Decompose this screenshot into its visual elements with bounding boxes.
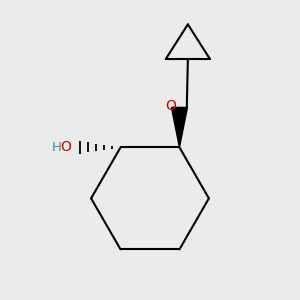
Polygon shape [172,107,188,147]
Text: H: H [52,141,61,154]
Text: O: O [60,140,71,154]
Text: O: O [166,99,176,113]
